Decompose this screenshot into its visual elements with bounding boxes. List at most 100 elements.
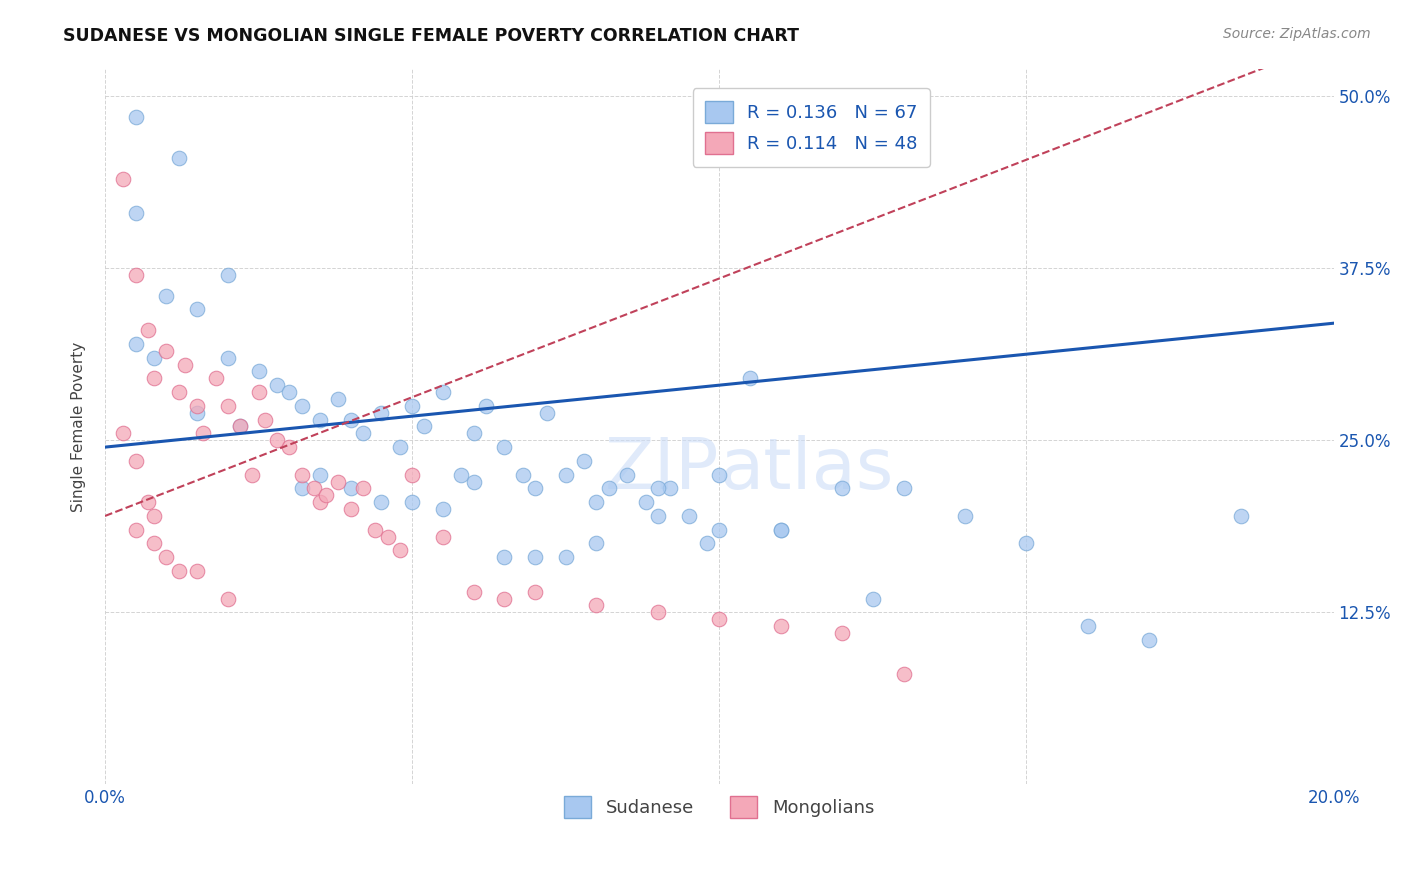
Point: [242, 467, 264, 482]
Point: [328, 392, 350, 406]
Point: [290, 467, 312, 482]
Point: [352, 426, 374, 441]
Point: [125, 268, 148, 282]
Point: [247, 385, 270, 400]
Point: [598, 482, 620, 496]
Point: [125, 206, 148, 220]
Point: [450, 467, 472, 482]
Point: [554, 467, 576, 482]
Point: [401, 399, 423, 413]
Point: [167, 385, 190, 400]
Point: [678, 508, 700, 523]
Text: SUDANESE VS MONGOLIAN SINGLE FEMALE POVERTY CORRELATION CHART: SUDANESE VS MONGOLIAN SINGLE FEMALE POVE…: [63, 27, 799, 45]
Point: [186, 564, 208, 578]
Point: [186, 406, 208, 420]
Point: [155, 343, 177, 358]
Point: [328, 475, 350, 489]
Point: [413, 419, 436, 434]
Point: [512, 467, 534, 482]
Text: atlas: atlas: [720, 435, 894, 504]
Point: [278, 385, 301, 400]
Point: [554, 550, 576, 565]
Y-axis label: Single Female Poverty: Single Female Poverty: [72, 342, 86, 512]
Point: [893, 667, 915, 681]
Point: [1230, 508, 1253, 523]
Point: [229, 419, 252, 434]
Point: [364, 523, 387, 537]
Point: [315, 488, 337, 502]
Point: [463, 475, 485, 489]
Point: [167, 564, 190, 578]
Point: [339, 482, 361, 496]
Point: [290, 482, 312, 496]
Point: [862, 591, 884, 606]
Point: [217, 399, 239, 413]
Point: [112, 171, 135, 186]
Point: [339, 502, 361, 516]
Point: [125, 337, 148, 351]
Point: [143, 508, 166, 523]
Point: [136, 495, 159, 509]
Point: [143, 536, 166, 550]
Point: [370, 495, 392, 509]
Point: [186, 302, 208, 317]
Point: [125, 523, 148, 537]
Point: [523, 550, 546, 565]
Point: [494, 440, 516, 454]
Point: [585, 495, 607, 509]
Point: [247, 364, 270, 378]
Point: [738, 371, 761, 385]
Point: [229, 419, 252, 434]
Point: [536, 406, 558, 420]
Point: [523, 584, 546, 599]
Point: [253, 412, 276, 426]
Point: [309, 467, 332, 482]
Text: ZIP: ZIP: [605, 435, 720, 504]
Point: [217, 351, 239, 365]
Point: [173, 358, 195, 372]
Point: [112, 426, 135, 441]
Legend: Sudanese, Mongolians: Sudanese, Mongolians: [557, 789, 882, 825]
Point: [217, 268, 239, 282]
Point: [659, 482, 682, 496]
Point: [647, 605, 669, 619]
Point: [831, 626, 853, 640]
Point: [155, 288, 177, 302]
Point: [125, 454, 148, 468]
Point: [370, 406, 392, 420]
Point: [125, 110, 148, 124]
Point: [1015, 536, 1038, 550]
Point: [769, 523, 792, 537]
Point: [309, 412, 332, 426]
Point: [143, 371, 166, 385]
Point: [647, 508, 669, 523]
Point: [585, 599, 607, 613]
Point: [204, 371, 226, 385]
Point: [302, 482, 325, 496]
Point: [143, 351, 166, 365]
Point: [377, 530, 399, 544]
Point: [769, 523, 792, 537]
Point: [463, 584, 485, 599]
Point: [155, 550, 177, 565]
Point: [709, 523, 731, 537]
Point: [167, 151, 190, 165]
Point: [893, 482, 915, 496]
Point: [475, 399, 498, 413]
Point: [401, 467, 423, 482]
Point: [1137, 632, 1160, 647]
Point: [463, 426, 485, 441]
Point: [278, 440, 301, 454]
Point: [432, 502, 454, 516]
Point: [266, 378, 288, 392]
Point: [352, 482, 374, 496]
Point: [953, 508, 976, 523]
Point: [647, 482, 669, 496]
Point: [186, 399, 208, 413]
Point: [136, 323, 159, 337]
Point: [217, 591, 239, 606]
Point: [616, 467, 638, 482]
Point: [494, 550, 516, 565]
Point: [572, 454, 595, 468]
Text: Source: ZipAtlas.com: Source: ZipAtlas.com: [1223, 27, 1371, 41]
